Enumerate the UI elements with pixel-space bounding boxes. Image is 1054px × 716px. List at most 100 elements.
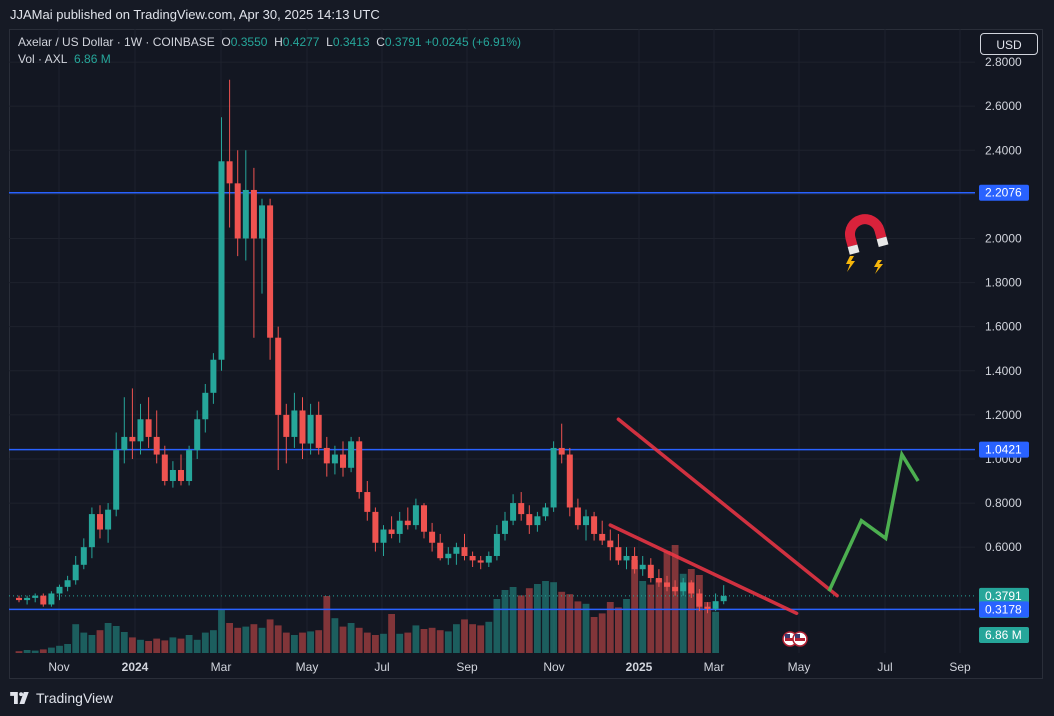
candle-body bbox=[429, 531, 436, 543]
low-value: 0.3413 bbox=[332, 35, 370, 49]
candle-body bbox=[696, 593, 703, 607]
volume-bar bbox=[704, 602, 711, 653]
candle-body bbox=[493, 533, 500, 556]
candle-body bbox=[24, 597, 31, 601]
volume-bar bbox=[647, 584, 655, 653]
volume-bar bbox=[590, 617, 598, 653]
candle-body bbox=[178, 469, 184, 482]
flag-icon bbox=[785, 638, 795, 641]
volume-bar bbox=[193, 639, 201, 653]
price-chart[interactable]: 2.80002.60002.40002.20002.00001.80001.60… bbox=[9, 29, 1043, 679]
y-tick-label: 1.4000 bbox=[985, 364, 1022, 378]
candle-body bbox=[664, 582, 670, 587]
price-label-text: 2.2076 bbox=[985, 186, 1022, 200]
trend-line bbox=[608, 523, 799, 616]
candle-body bbox=[250, 189, 257, 239]
volume-bar bbox=[234, 627, 242, 653]
y-tick-label: 0.8000 bbox=[985, 496, 1022, 510]
candle-body bbox=[388, 529, 395, 534]
volume-bar bbox=[671, 545, 679, 653]
currency-button[interactable]: USD bbox=[980, 33, 1038, 55]
chart-frame bbox=[9, 29, 1043, 679]
candle-body bbox=[404, 520, 411, 526]
volume-bar bbox=[606, 602, 614, 653]
volume-bar bbox=[453, 624, 460, 653]
volume-bar bbox=[169, 637, 177, 653]
candle-body bbox=[510, 503, 517, 521]
volume-bar bbox=[501, 590, 509, 653]
ohlc-row: Axelar / US Dollar · 1W · COINBASE O0.35… bbox=[18, 35, 521, 49]
candle-body bbox=[56, 586, 63, 594]
x-tick-label: Mar bbox=[211, 660, 232, 674]
volume-bar bbox=[64, 644, 71, 653]
candle-body bbox=[72, 564, 79, 581]
candle-body bbox=[121, 436, 128, 451]
volume-bar bbox=[517, 595, 525, 653]
candle-body bbox=[380, 529, 387, 543]
candle-body bbox=[348, 441, 355, 468]
candle-body bbox=[453, 547, 460, 554]
volume-bar bbox=[493, 599, 501, 653]
candle-body bbox=[242, 189, 249, 239]
volume-bar bbox=[428, 627, 436, 653]
candle-body bbox=[623, 555, 630, 561]
y-tick-label: 0.6000 bbox=[985, 540, 1022, 554]
candle-body bbox=[48, 593, 55, 605]
volume-value: 6.86 M bbox=[74, 52, 111, 66]
volume-bar bbox=[372, 635, 379, 653]
symbol-title: Axelar / US Dollar · 1W · COINBASE bbox=[18, 35, 215, 49]
volume-bar bbox=[566, 594, 574, 653]
volume-bar bbox=[582, 603, 590, 653]
volume-bar bbox=[404, 632, 412, 653]
volume-bar bbox=[80, 632, 88, 653]
candle-body bbox=[720, 595, 727, 602]
x-tick-label: Mar bbox=[704, 660, 725, 674]
projection-arrow bbox=[827, 449, 920, 592]
x-tick-label: Sep bbox=[949, 660, 971, 674]
volume-bar bbox=[550, 582, 557, 653]
volume-bar bbox=[639, 581, 647, 653]
volume-bar bbox=[137, 639, 144, 653]
volume-bar bbox=[274, 625, 282, 653]
candle-body bbox=[307, 414, 314, 444]
volume-bar bbox=[96, 630, 104, 653]
volume-bar bbox=[436, 630, 444, 653]
close-label: C bbox=[376, 35, 385, 49]
volume-bar bbox=[258, 627, 266, 653]
price-label-badge bbox=[979, 627, 1029, 643]
high-value: 0.4277 bbox=[282, 35, 320, 49]
volume-bar bbox=[558, 591, 566, 653]
candle-body bbox=[485, 555, 492, 563]
y-tick-label: 1.8000 bbox=[985, 276, 1022, 290]
candle-body bbox=[80, 547, 87, 565]
candle-body bbox=[40, 595, 47, 605]
candle-body bbox=[712, 601, 719, 609]
volume-bar bbox=[696, 575, 703, 653]
candle-body bbox=[97, 514, 103, 530]
candle-body bbox=[145, 419, 152, 437]
volume-bar bbox=[226, 623, 233, 653]
volume-bar bbox=[291, 635, 298, 653]
volume-bar bbox=[23, 650, 31, 653]
candle-body bbox=[137, 419, 144, 442]
volume-bar bbox=[347, 623, 355, 653]
price-label-text: 6.86 M bbox=[985, 628, 1022, 642]
volume-label: Vol · AXL bbox=[18, 52, 68, 66]
candle-body bbox=[566, 454, 573, 508]
volume-bar bbox=[420, 629, 428, 653]
volume-bar bbox=[598, 613, 606, 653]
volume-bar bbox=[331, 618, 339, 653]
candle-body bbox=[323, 447, 330, 464]
candle-body bbox=[518, 503, 525, 515]
volume-bar bbox=[444, 631, 452, 653]
candle-body bbox=[550, 447, 557, 508]
footer-brand[interactable]: TradingView bbox=[10, 690, 113, 706]
volume-bar bbox=[623, 599, 630, 653]
candle-body bbox=[267, 205, 274, 338]
volume-bar bbox=[339, 626, 347, 653]
candle-body bbox=[16, 597, 22, 601]
open-label: O bbox=[221, 35, 231, 49]
candle-body bbox=[169, 469, 176, 482]
tradingview-logo-icon bbox=[10, 692, 29, 704]
volume-bar bbox=[210, 630, 217, 653]
